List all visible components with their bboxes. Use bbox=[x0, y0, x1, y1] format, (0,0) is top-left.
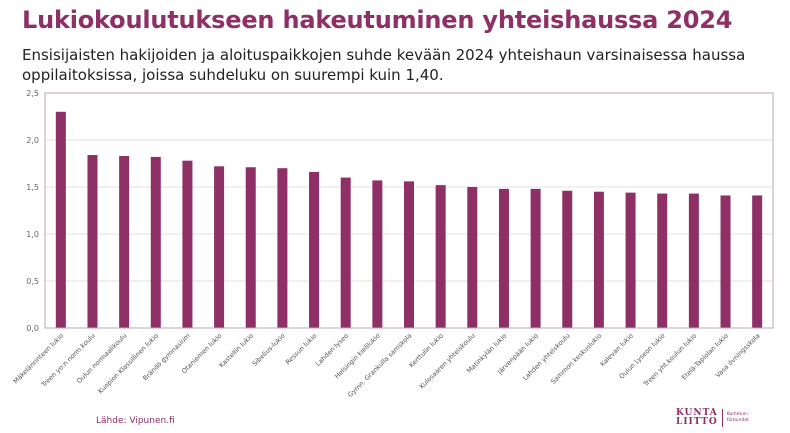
bar bbox=[150, 156, 161, 328]
logo-sub-line-2: förbundet bbox=[726, 418, 749, 423]
y-tick-label: 1,5 bbox=[26, 183, 39, 192]
logo-line-2: LIITTO bbox=[676, 417, 718, 427]
x-tick-label: Gymn. Grankulla samskola bbox=[346, 332, 413, 399]
page-title: Lukiokoulutukseen hakeutuminen yhteishau… bbox=[22, 6, 733, 34]
bar bbox=[277, 168, 288, 328]
bar bbox=[309, 171, 320, 328]
bar bbox=[562, 190, 573, 328]
logo-divider bbox=[721, 409, 723, 427]
y-tick-label: 2,5 bbox=[26, 89, 39, 98]
bar bbox=[372, 180, 383, 328]
y-tick-label: 1,0 bbox=[26, 230, 39, 239]
x-tick-label: Kulosaaren yhteiskoulu bbox=[418, 332, 477, 391]
bar bbox=[593, 191, 604, 328]
bar bbox=[182, 160, 193, 328]
bar bbox=[752, 195, 763, 328]
page-subtitle: Ensisijaisten hakijoiden ja aloituspaikk… bbox=[22, 46, 746, 84]
y-tick-label: 0,0 bbox=[26, 324, 39, 333]
bar bbox=[688, 193, 699, 328]
x-tick-label: Treen yo:n norm.koulu bbox=[39, 332, 97, 390]
bar bbox=[435, 185, 446, 328]
logo-subtext: Kommun- förbundet bbox=[727, 412, 749, 424]
bar bbox=[625, 192, 636, 328]
x-tick-label: Kuopion Klassillinen lukio bbox=[97, 332, 161, 396]
y-tick-label: 2,0 bbox=[26, 136, 39, 145]
x-tick-label: Sibelius-lukio bbox=[251, 332, 287, 368]
logo-line-1: KUNTA bbox=[676, 408, 718, 418]
bar bbox=[119, 155, 130, 328]
bars bbox=[55, 111, 763, 328]
x-tick-label: Mäkelänrinteen lukio bbox=[12, 332, 66, 386]
bar bbox=[55, 111, 66, 328]
bar bbox=[720, 195, 731, 328]
plot-frame bbox=[44, 92, 774, 329]
y-axis-ticks: 0,0 0,5 1,0 1,5 2,0 2,5 bbox=[26, 89, 39, 333]
x-tick-label: Ressun lukio bbox=[284, 332, 319, 367]
bar bbox=[404, 181, 414, 328]
source-note: Lähde: Vipunen.fi bbox=[96, 416, 175, 426]
logo-sub-line-1: Kommun- bbox=[726, 412, 749, 417]
logo-wordmark: KUNTA LIITTO bbox=[676, 409, 718, 427]
kuntaliitto-logo: KUNTA LIITTO Kommun- förbundet bbox=[676, 407, 749, 429]
bar bbox=[657, 193, 668, 328]
bar bbox=[87, 155, 98, 328]
x-tick-label: Treen yht.koulun lukio bbox=[641, 332, 698, 389]
y-tick-label: 0,5 bbox=[26, 277, 39, 286]
bar bbox=[530, 188, 541, 328]
bar bbox=[214, 166, 225, 328]
bar bbox=[245, 167, 256, 328]
bar bbox=[467, 187, 478, 328]
bar bbox=[498, 188, 509, 328]
bar bbox=[340, 177, 351, 328]
